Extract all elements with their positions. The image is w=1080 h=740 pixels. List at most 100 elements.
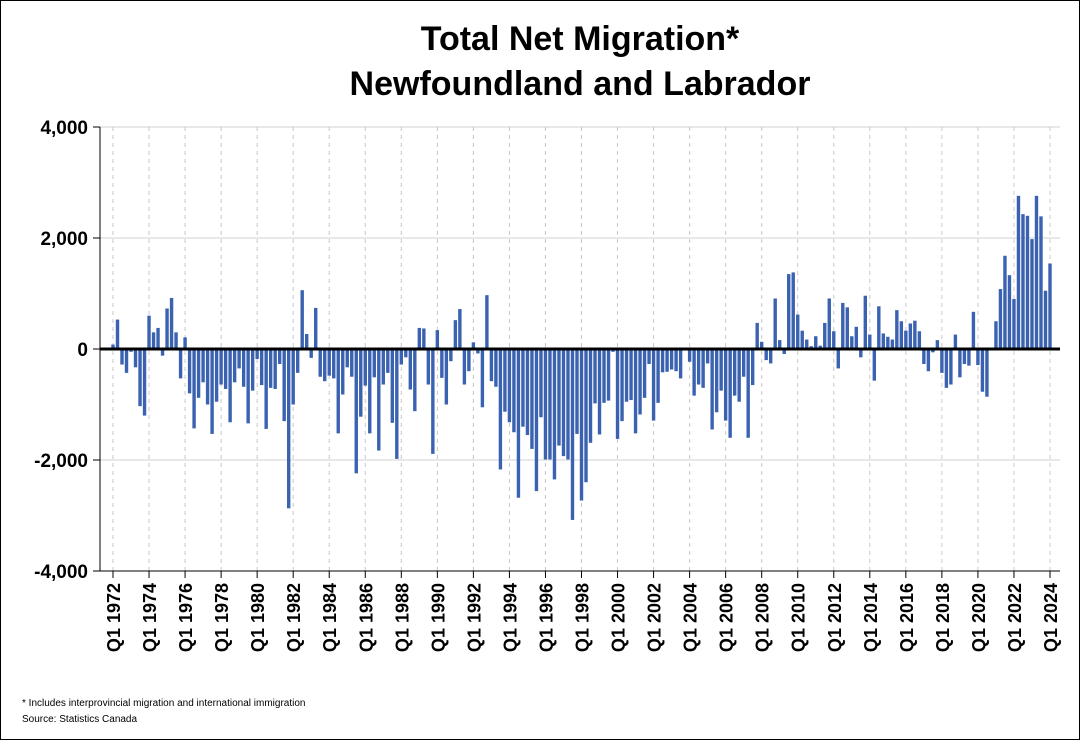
bar [395,349,399,459]
bar [1048,263,1052,349]
bar [584,349,588,483]
bar [124,349,129,373]
bar [205,349,210,405]
bar [521,349,525,427]
bar [232,349,237,383]
x-tick-label: Q1 1990 [428,583,448,652]
bar [597,349,602,435]
bar [899,321,904,349]
bar [701,349,705,388]
bar [863,295,868,349]
bar [187,349,192,394]
bar [557,349,561,446]
bar [917,331,922,349]
bar [507,349,512,423]
bar [183,337,187,349]
bar [566,349,570,460]
bar [246,349,250,424]
bar [354,349,358,474]
bar [309,349,313,358]
bar [741,349,746,377]
bar [237,349,241,369]
bar [1003,255,1007,349]
bar [872,349,877,381]
y-tick-label: 2,000 [40,229,88,250]
bar [759,341,764,349]
bar [250,349,255,391]
bar [431,349,435,454]
bar [665,349,669,372]
bar [476,349,480,354]
x-tick-label: Q1 2018 [933,583,953,652]
bar [575,349,579,434]
bar [656,349,660,403]
bar [732,349,737,396]
bar [534,349,539,492]
bar [602,349,606,403]
bar [1021,214,1025,349]
bar [525,349,530,436]
bar [489,349,494,382]
bar [1025,215,1030,349]
bar [314,307,318,349]
bar [151,332,156,349]
bar [980,349,985,392]
bar [516,349,521,498]
bar [178,349,183,379]
bar [120,349,124,365]
bar [633,349,638,434]
bar [111,344,115,349]
bar [823,322,827,349]
bar [755,322,759,349]
bar [660,349,665,373]
bar [273,349,277,389]
bar [530,349,534,449]
bar [922,349,926,364]
bar [422,328,426,349]
bar [678,349,683,379]
bar [620,349,624,422]
bar [778,340,782,349]
bar [791,272,795,349]
bar [255,349,259,359]
bar [561,349,566,457]
chart-title: Total Net Migration* [421,20,740,58]
bar [336,349,340,434]
bar [377,349,381,451]
bar [259,349,264,386]
bar [998,289,1003,349]
bar [624,349,629,402]
bar [147,315,151,349]
bar [413,349,417,412]
bar [723,349,728,421]
bar [615,349,620,439]
bar [805,339,809,349]
bar [746,349,750,438]
bar [895,310,899,349]
bar [773,298,777,349]
bar [881,333,886,349]
bar [399,349,404,365]
bar [859,349,863,358]
chart-subtitle: Newfoundland and Labrador [350,65,811,103]
bar [913,320,917,349]
bar [750,349,755,386]
bar [282,349,286,422]
bar [426,349,431,385]
bar [570,349,575,520]
bar [904,330,908,349]
bar [687,349,692,362]
bar [890,339,895,349]
bar [854,326,858,349]
bar [268,349,273,388]
bar [994,321,998,349]
bar [638,349,642,415]
bar [719,349,723,391]
bar [160,349,165,356]
bar [696,349,701,385]
x-tick-label: Q1 1998 [573,583,593,652]
bar [341,349,345,395]
bar [485,295,489,349]
x-tick-label: Q1 1972 [104,583,124,652]
